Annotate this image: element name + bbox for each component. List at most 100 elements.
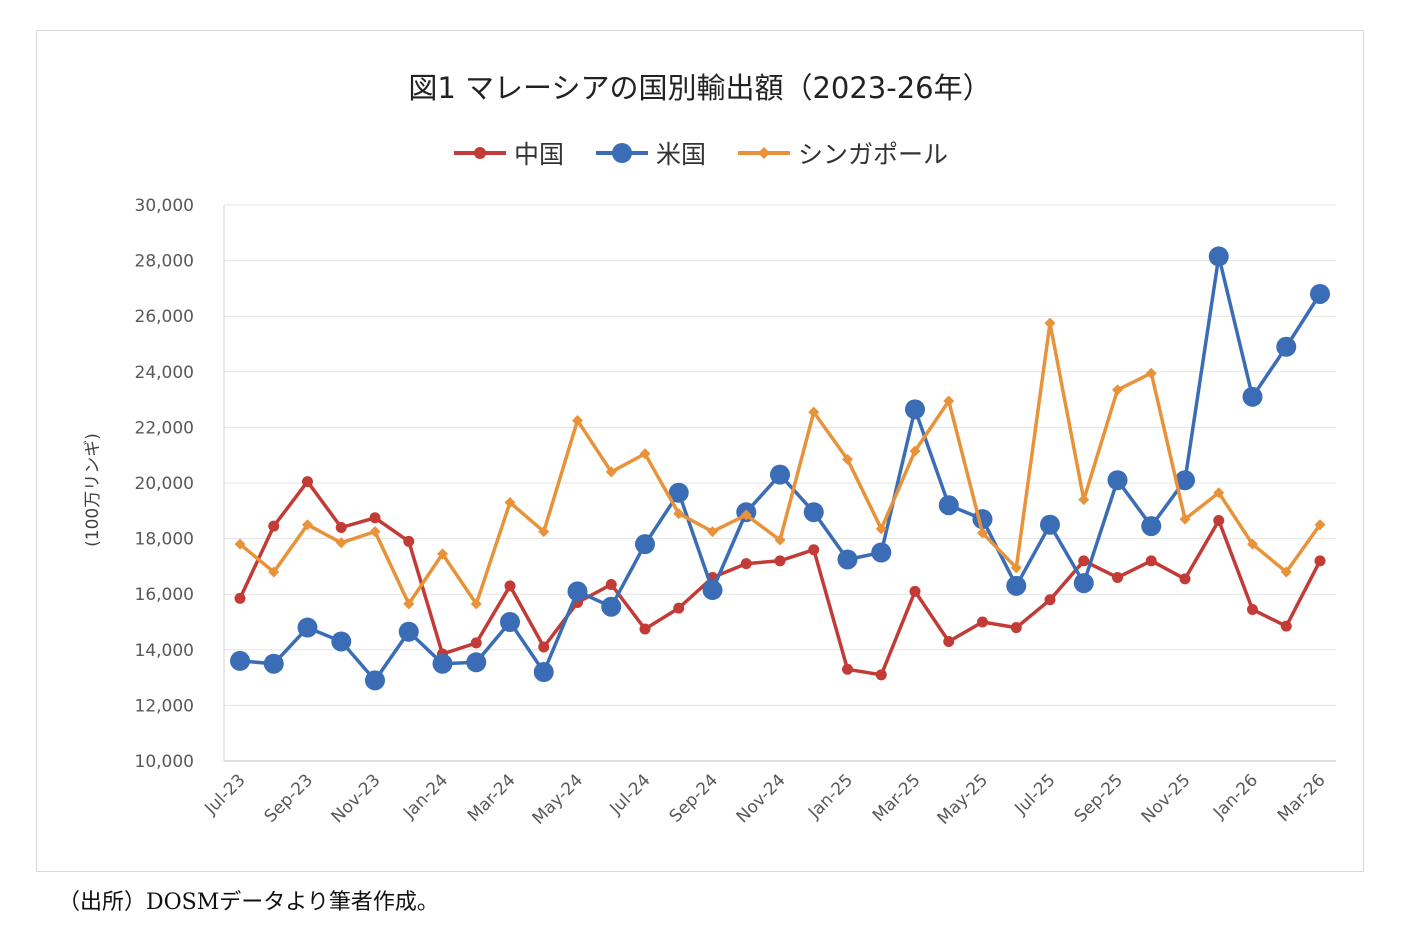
legend-item-china: 中国: [452, 135, 564, 171]
x-tick-label-16: Mar-26: [1274, 770, 1330, 826]
point-0-29: [1213, 515, 1225, 527]
point-2-25: [1078, 494, 1090, 506]
point-0-28: [1179, 573, 1191, 585]
series-2: [234, 317, 1326, 610]
x-tick-label-8: Nov-24: [733, 770, 790, 827]
point-0-17: [808, 544, 820, 556]
point-1-3: [331, 631, 352, 652]
point-2-32: [1314, 519, 1326, 531]
point-2-21: [943, 395, 955, 407]
x-tick-label-2: Nov-23: [328, 770, 385, 827]
x-tick-label-12: Jul-25: [1011, 770, 1060, 819]
y-tick-label-10: 30,000: [135, 196, 194, 216]
point-2-16: [774, 534, 786, 546]
point-2-11: [605, 466, 617, 478]
y-axis-label: (100万リンギ): [83, 433, 103, 547]
point-1-14: [702, 580, 723, 601]
point-0-20: [909, 585, 921, 597]
legend-marker-usa: [595, 143, 648, 163]
point-1-9: [533, 662, 554, 683]
x-tick-label-11: May-25: [934, 770, 992, 828]
point-2-10: [572, 414, 583, 426]
point-0-11: [605, 578, 617, 590]
point-0-15: [740, 558, 752, 570]
point-1-4: [365, 670, 385, 691]
point-0-30: [1247, 603, 1258, 615]
point-1-1: [263, 653, 284, 674]
y-tick-label-8: 26,000: [135, 307, 194, 327]
point-1-2: [297, 617, 318, 638]
point-2-26: [1112, 384, 1123, 396]
point-0-22: [977, 616, 988, 628]
y-tick-label-1: 12,000: [135, 696, 194, 716]
y-tick-label-4: 18,000: [135, 530, 194, 550]
point-0-16: [774, 555, 786, 567]
point-1-31: [1276, 336, 1297, 357]
point-2-18: [842, 453, 853, 465]
point-0-3: [335, 521, 347, 533]
point-2-15: [740, 509, 752, 521]
x-tick-label-14: Nov-25: [1138, 770, 1195, 827]
point-2-28: [1179, 513, 1191, 525]
point-1-23: [1006, 575, 1027, 596]
y-tick-label-0: 10,000: [135, 752, 194, 772]
source-note: （出所）DOSMデータより筆者作成。: [58, 890, 439, 915]
x-tick-label-6: Jul-24: [606, 770, 655, 819]
point-2-23: [1010, 562, 1022, 574]
point-0-0: [234, 592, 246, 604]
y-tick-label-9: 28,000: [135, 252, 194, 272]
point-2-20: [909, 445, 921, 457]
point-1-8: [500, 612, 520, 632]
point-0-25: [1078, 555, 1090, 567]
point-2-30: [1247, 538, 1258, 550]
point-1-27: [1141, 516, 1162, 537]
point-2-29: [1213, 487, 1225, 499]
point-1-20: [905, 399, 925, 420]
x-tick-label-7: Sep-24: [666, 770, 722, 826]
point-0-8: [504, 580, 516, 592]
point-0-1: [268, 520, 280, 532]
x-tick-label-15: Jan-26: [1209, 770, 1262, 823]
y-tick-label-2: 14,000: [135, 641, 194, 661]
legend-label-usa: 米国: [655, 140, 706, 169]
point-1-18: [837, 549, 858, 570]
x-tick-label-4: Mar-24: [464, 770, 520, 826]
point-0-4: [369, 512, 381, 524]
point-0-31: [1280, 620, 1292, 632]
point-1-29: [1208, 246, 1229, 267]
point-0-19: [875, 669, 887, 681]
point-2-3: [335, 537, 347, 549]
y-tick-label-3: 16,000: [135, 585, 194, 605]
point-1-26: [1107, 470, 1128, 491]
point-0-7: [470, 637, 482, 649]
point-0-2: [302, 476, 313, 488]
point-2-27: [1145, 367, 1157, 379]
point-2-31: [1280, 566, 1292, 578]
point-1-10: [567, 581, 588, 602]
point-1-32: [1310, 283, 1330, 304]
legend-label-singapore: シンガポール: [798, 140, 949, 169]
point-2-2: [302, 519, 313, 531]
x-tick-label-0: Jul-23: [201, 770, 250, 819]
point-2-14: [707, 526, 718, 538]
legend-item-usa: 米国: [594, 135, 706, 171]
point-0-13: [673, 602, 685, 614]
series-line-0: [238, 479, 1322, 677]
point-2-13: [673, 508, 685, 520]
point-0-24: [1044, 594, 1056, 606]
legend-item-singapore: シンガポール: [736, 135, 948, 171]
point-1-17: [803, 502, 824, 523]
series-0: [234, 476, 1326, 681]
point-1-28: [1175, 470, 1195, 491]
point-0-5: [403, 535, 415, 547]
point-1-25: [1073, 573, 1094, 594]
point-0-26: [1112, 572, 1123, 584]
series-1: [230, 246, 1330, 691]
point-0-21: [943, 635, 955, 647]
chart-title: 図1 マレーシアの国別輸出額（2023-26年）: [408, 71, 992, 105]
x-tick-label-10: Mar-25: [869, 770, 925, 826]
y-tick-label-6: 22,000: [135, 418, 194, 438]
point-2-6: [437, 548, 448, 560]
point-2-24: [1044, 317, 1056, 329]
point-2-9: [538, 526, 550, 538]
